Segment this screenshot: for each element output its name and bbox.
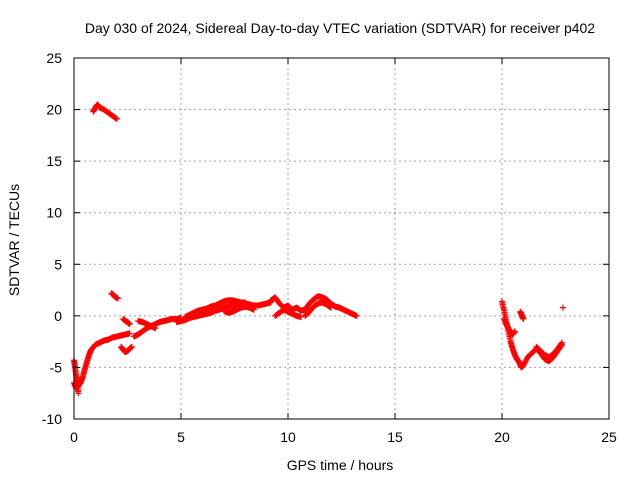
x-tick-label: 25 [601,429,617,445]
data-point-marker [152,325,159,332]
x-tick-label: 0 [70,429,78,445]
y-tick-label: -5 [50,359,63,375]
y-axis-title: SDTVAR / TECUs [6,184,22,296]
y-tick-label: 10 [46,205,62,221]
grid-lines [74,58,609,419]
data-point-marker [75,390,82,397]
y-tick-labels: -10 -5 0 5 10 15 20 25 [42,50,62,427]
data-point-marker [511,328,518,335]
data-point-marker [128,343,135,350]
data-points [71,101,566,397]
data-point-marker [297,313,304,320]
data-point-marker [559,304,566,311]
y-tick-label: 5 [54,256,62,272]
chart-title: Day 030 of 2024, Sidereal Day-to-day VTE… [85,20,595,36]
data-point-marker [558,340,565,347]
data-point-marker [327,304,334,311]
x-tick-label: 15 [387,429,403,445]
x-tick-label: 10 [280,429,296,445]
data-point-marker [520,315,527,322]
data-point-marker [126,321,133,328]
data-point-marker [353,312,360,319]
y-tick-label: 15 [46,153,62,169]
x-tick-label: 5 [177,429,185,445]
data-point-marker [114,295,121,302]
y-tick-label: 0 [54,308,62,324]
y-tick-label: 20 [46,102,62,118]
y-tick-label: 25 [46,50,62,66]
plot-frame [73,57,610,420]
x-tick-label: 20 [494,429,510,445]
data-point-marker [250,306,257,313]
x-axis-title: GPS time / hours [287,457,394,473]
y-tick-label: -10 [42,411,62,427]
data-point-marker [558,339,565,346]
data-point-marker [113,115,120,122]
axis-ticks [73,57,610,420]
data-point-marker [126,330,133,337]
x-tick-labels: 0 5 10 15 20 25 [70,429,617,445]
